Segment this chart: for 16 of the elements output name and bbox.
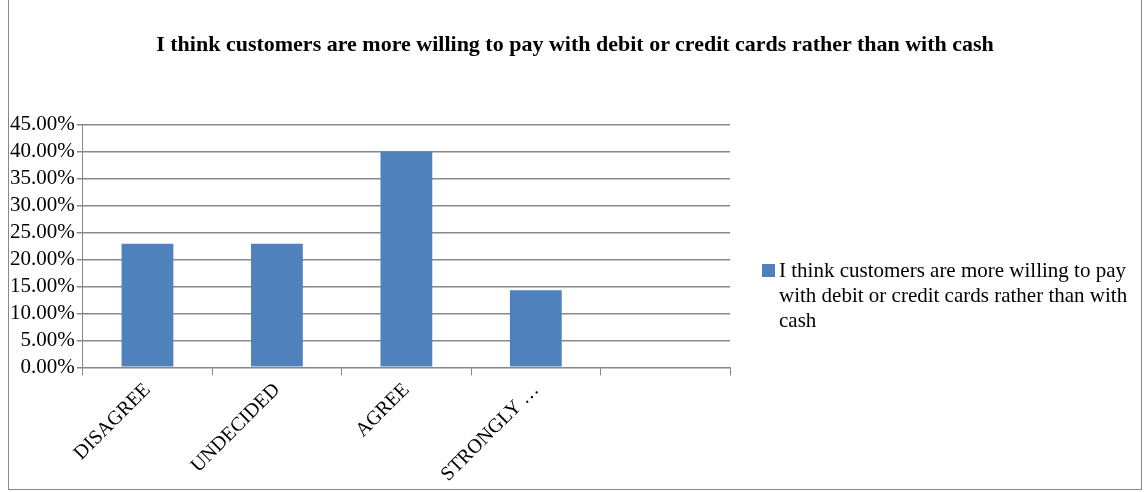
bar [380, 151, 433, 367]
y-tick-label: 10.00% [9, 299, 75, 324]
legend-label: I think customers are more willing to pay with debit or credit cards rather than with cash [779, 258, 1129, 333]
bar [251, 243, 303, 367]
chart-title: I think customers are more willing to pay with debit or credit cards rather than with cash [155, 30, 995, 58]
y-tick-label: 15.00% [9, 272, 75, 297]
y-tick-label: 5.00% [20, 326, 75, 351]
bar [509, 290, 562, 367]
y-tick-label: 40.00% [9, 138, 75, 163]
y-tick-label: 20.00% [9, 245, 75, 270]
y-tick-label: 45.00% [9, 111, 75, 136]
y-tick-label: 0.00% [20, 353, 75, 378]
y-tick-label: 35.00% [9, 165, 75, 190]
y-tick-label: 25.00% [9, 219, 75, 243]
y-tick-label: 30.00% [9, 192, 75, 217]
bar [121, 243, 174, 367]
